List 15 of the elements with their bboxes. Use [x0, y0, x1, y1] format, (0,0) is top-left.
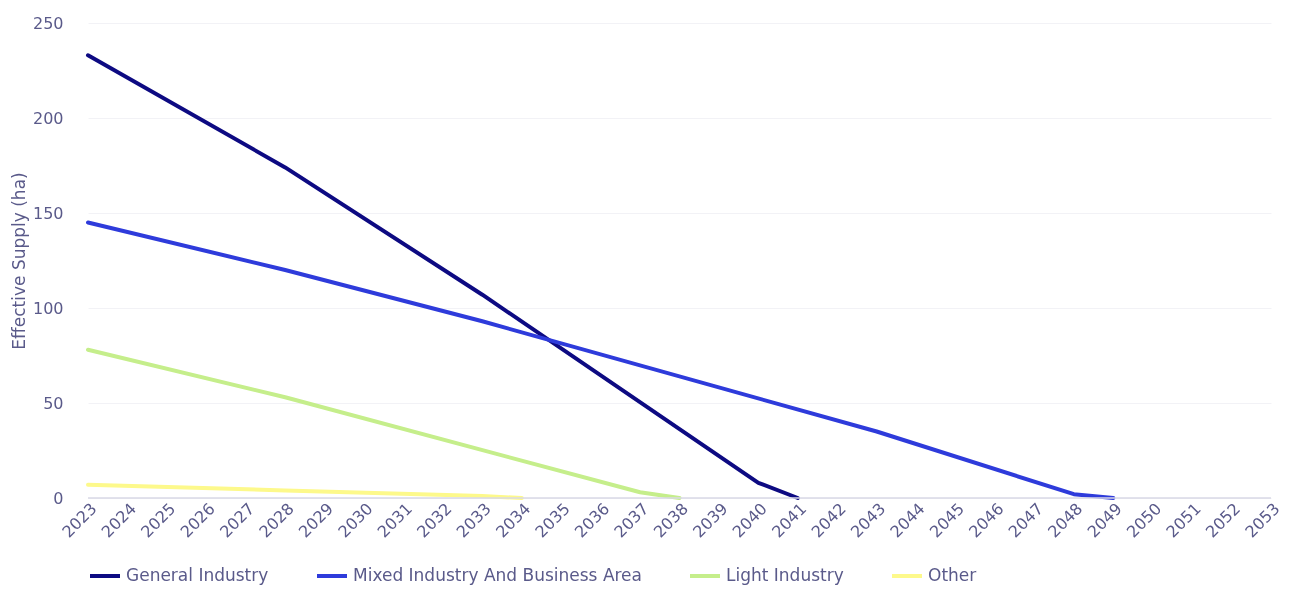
y-tick-label: 150 — [32, 203, 64, 223]
line-series — [86, 482, 524, 500]
y-axis-title: Effective Supply (ha) — [8, 172, 29, 350]
y-tick-label: 250 — [32, 13, 64, 33]
y-tick-label: 100 — [32, 298, 64, 318]
legend-label: General Industry — [126, 565, 269, 585]
y-tick-label: 0 — [53, 488, 64, 508]
y-tick-label: 200 — [32, 108, 64, 128]
legend-label: Other — [928, 565, 977, 585]
legend-label: Light Industry — [726, 565, 844, 585]
line-series — [86, 347, 682, 500]
line-series — [86, 53, 800, 500]
legend-label: Mixed Industry And Business Area — [353, 565, 642, 585]
line-series — [86, 220, 1116, 500]
y-tick-label: 50 — [43, 393, 64, 413]
